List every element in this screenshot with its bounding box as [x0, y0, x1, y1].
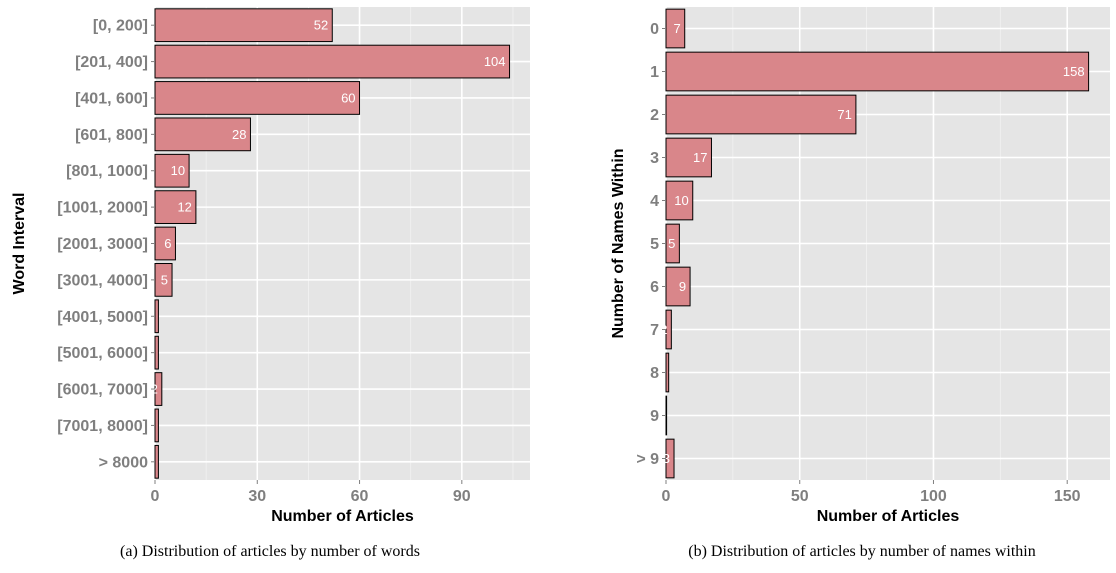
bar	[154, 81, 361, 115]
bar-value-label: 158	[1063, 64, 1085, 79]
x-tick-label: 100	[920, 488, 947, 505]
bar-value-label: 0	[655, 408, 662, 423]
bar-value-label: 10	[171, 163, 185, 178]
bar	[665, 51, 1090, 92]
y-tick-label: 5	[650, 236, 659, 253]
y-tick-label: > 9	[636, 451, 659, 468]
x-tick-label: 50	[791, 488, 809, 505]
x-tick-label: 0	[151, 488, 160, 505]
bar	[665, 266, 691, 307]
x-axis-title: Number of Articles	[817, 508, 960, 525]
bar	[154, 153, 190, 188]
bar-value-label: 9	[679, 279, 686, 294]
bar	[154, 8, 333, 43]
y-tick-label: [1001, 2000]	[57, 200, 148, 217]
y-tick-label: [401, 600]	[75, 90, 148, 107]
bar-value-label: 5	[668, 236, 675, 251]
y-tick-label: [4001, 5000]	[57, 309, 148, 326]
bar	[154, 335, 159, 370]
y-tick-label: [3001, 4000]	[57, 272, 148, 289]
y-tick-label: 8	[650, 365, 659, 382]
bar-value-label: 3	[663, 451, 670, 466]
bar	[665, 137, 712, 178]
x-tick-label: 60	[351, 488, 369, 505]
y-tick-label: 3	[650, 150, 659, 167]
bar-value-label: 71	[837, 107, 851, 122]
x-tick-label: 30	[248, 488, 266, 505]
bar-value-label: 17	[693, 150, 707, 165]
bar-value-label: 10	[674, 193, 688, 208]
x-tick-label: 0	[662, 488, 671, 505]
y-tick-label: 9	[650, 408, 659, 425]
y-axis-title: Word Interval	[11, 193, 28, 295]
bar-value-label: 6	[164, 236, 171, 251]
bar	[154, 190, 197, 224]
y-tick-label: 7	[650, 322, 659, 339]
y-tick-label: 1	[650, 64, 659, 81]
bar	[154, 44, 511, 79]
y-tick-label: 2	[650, 107, 659, 124]
y-tick-label: [0, 200]	[93, 18, 148, 35]
y-tick-label: [801, 1000]	[66, 163, 148, 180]
y-tick-label: [201, 400]	[75, 54, 148, 71]
bar-value-label: 60	[341, 90, 355, 105]
y-tick-label: 0	[650, 21, 659, 38]
bar-value-label: 104	[484, 54, 506, 69]
bar-value-label: 28	[232, 127, 246, 142]
bar-value-label: 12	[177, 200, 191, 215]
x-tick-label: 90	[453, 488, 471, 505]
bar	[154, 408, 159, 443]
bar	[665, 395, 668, 436]
x-axis-title: Number of Articles	[271, 508, 414, 525]
y-tick-label: [6001, 7000]	[57, 382, 148, 399]
bar	[154, 117, 251, 152]
figure-caption: (b) Distribution of articles by number o…	[688, 543, 1035, 560]
figure-caption: (a) Distribution of articles by number o…	[120, 543, 420, 560]
bar-value-label: 7	[673, 21, 680, 36]
bar-value-label: 5	[161, 272, 168, 287]
y-tick-label: [5001, 6000]	[57, 345, 148, 362]
y-tick-label: > 8000	[99, 454, 148, 471]
y-tick-label: 6	[650, 279, 659, 296]
y-tick-label: [601, 800]	[75, 127, 148, 144]
bar	[665, 94, 857, 135]
bar	[154, 444, 159, 479]
y-tick-label: [7001, 8000]	[57, 418, 148, 435]
bar	[154, 299, 159, 334]
bar-value-label: 52	[314, 18, 328, 33]
y-tick-label: [2001, 3000]	[57, 236, 148, 253]
x-tick-label: 150	[1054, 488, 1081, 505]
bar	[665, 352, 670, 393]
y-axis-title: Number of Names Within	[610, 148, 627, 338]
y-tick-label: 4	[650, 193, 659, 210]
